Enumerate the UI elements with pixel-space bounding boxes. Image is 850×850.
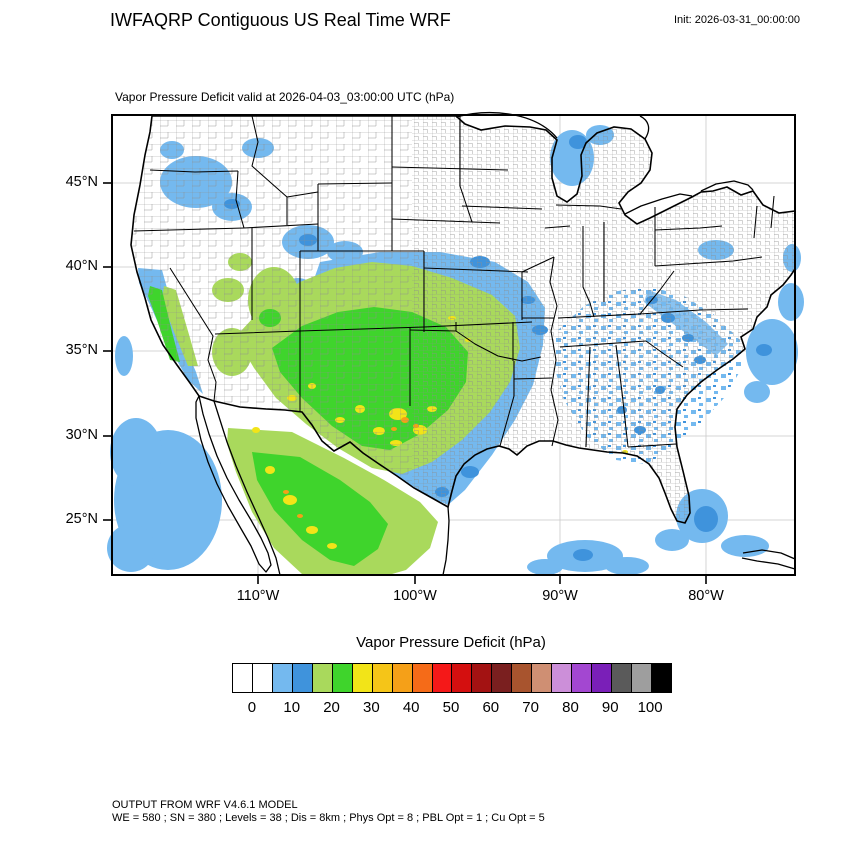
- colorbar-cell: [452, 664, 473, 692]
- colorbar-tick-label: 70: [522, 699, 539, 716]
- lat-tick-label: 25°N: [65, 511, 98, 527]
- valid-time-label: Vapor Pressure Deficit valid at 2026-04-…: [115, 90, 455, 104]
- lon-tick-label: 80°W: [688, 588, 724, 604]
- colorbar-cell: [352, 664, 373, 692]
- colorbar-cell: [512, 664, 533, 692]
- lat-tick-label: 35°N: [65, 342, 98, 358]
- colorbar-tick-label: 20: [323, 699, 340, 716]
- axis-ticks: [103, 182, 707, 584]
- vpd-map: [103, 112, 804, 584]
- colorbar-tick-label: 40: [402, 699, 420, 716]
- colorbar-cell: [312, 664, 333, 692]
- colorbar-title: Vapor Pressure Deficit (hPa): [356, 634, 546, 651]
- colorbar-cell: [612, 664, 633, 692]
- colorbar-cell: [292, 664, 313, 692]
- colorbar-tick-label: 0: [247, 699, 257, 716]
- colorbar-cell: [392, 664, 413, 692]
- lat-tick-label: 30°N: [65, 427, 98, 443]
- lon-tick-label: 110°W: [236, 588, 280, 604]
- lat-tick-label: 40°N: [65, 258, 98, 274]
- colorbar-tick-label: 80: [562, 699, 579, 716]
- colorbar-cell: [492, 664, 513, 692]
- colorbar-cell: [592, 664, 613, 692]
- colorbar-tick-label: 100: [637, 699, 663, 716]
- state-borders: [133, 115, 775, 448]
- colorbar-cell: [272, 664, 293, 692]
- init-timestamp: Init: 2026-03-31_00:00:00: [674, 14, 800, 26]
- colorbar-cell: [472, 664, 493, 692]
- colorbar-cell: [372, 664, 393, 692]
- footer-model-line: OUTPUT FROM WRF V4.6.1 MODEL: [112, 799, 298, 811]
- colorbar-cell: [432, 664, 453, 692]
- colorbar-tick-label: 10: [283, 699, 301, 716]
- colorbar-cells: [232, 663, 672, 693]
- colorbar-cell: [233, 664, 253, 692]
- footer-config-line: WE = 580 ; SN = 380 ; Levels = 38 ; Dis …: [112, 812, 545, 824]
- lon-tick-label: 90°W: [542, 588, 578, 604]
- colorbar-cell: [412, 664, 433, 692]
- colorbar-tick-label: 30: [363, 699, 380, 716]
- colorbar-tick-label: 50: [442, 699, 460, 716]
- colorbar-cell: [572, 664, 593, 692]
- map-frame: [111, 114, 796, 576]
- colorbar-cell: [552, 664, 573, 692]
- colorbar-cell: [332, 664, 353, 692]
- colorbar-tick-label: 90: [601, 699, 619, 716]
- colorbar-cell: [652, 664, 671, 692]
- colorbar-cell: [252, 664, 273, 692]
- lon-tick-label: 100°W: [393, 588, 437, 604]
- colorbar-tick-label: 60: [482, 699, 500, 716]
- colorbar-cell: [532, 664, 553, 692]
- lat-tick-label: 45°N: [65, 174, 98, 190]
- colorbar-labels: 0 10 20 30 40 50 60 70 80 90 100: [232, 699, 670, 719]
- colorbar-cell: [632, 664, 653, 692]
- page-title: IWFAQRP Contiguous US Real Time WRF: [110, 10, 451, 30]
